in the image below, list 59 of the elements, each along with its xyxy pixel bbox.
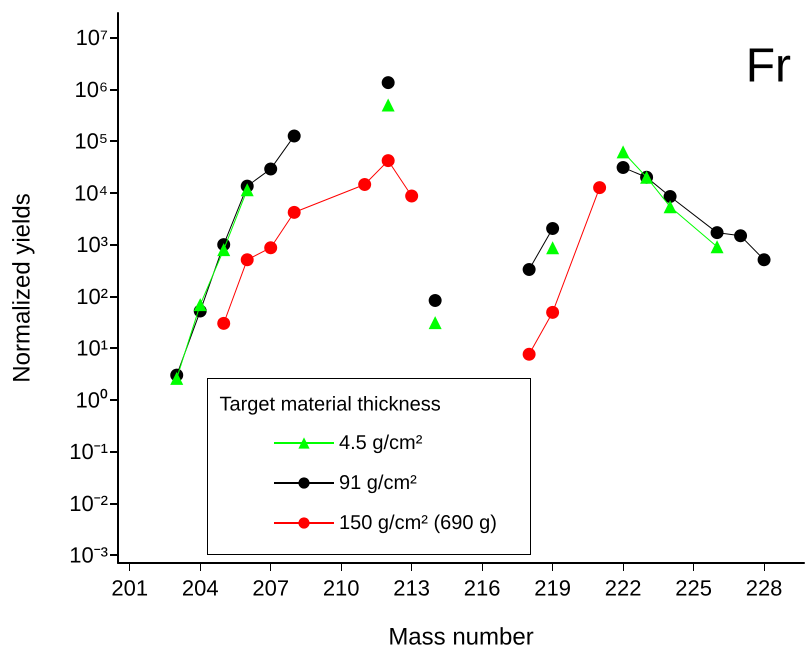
point	[217, 243, 230, 256]
point	[170, 372, 184, 385]
y-tick-label: 10⁵	[74, 128, 108, 154]
legend-label: 150 g/cm² (690 g)	[339, 512, 497, 534]
y-tick-label: 10⁶	[74, 76, 108, 102]
y-tick-label: 10³	[76, 232, 108, 258]
point	[428, 316, 442, 330]
x-tick-label: 228	[746, 576, 782, 600]
point	[710, 240, 724, 254]
x-tick-label: 207	[252, 576, 290, 600]
y-tick-label: 10⁻²	[69, 490, 108, 516]
point	[616, 145, 630, 158]
point	[194, 298, 207, 312]
point	[382, 76, 395, 90]
point	[758, 253, 771, 266]
legend-label: 4.5 g/cm²	[339, 432, 423, 454]
legend-label: 91 g/cm²	[339, 472, 418, 494]
y-tick-label: 10⁷	[76, 25, 108, 50]
y-tick-label: 10⁻¹	[69, 439, 108, 464]
point	[522, 263, 536, 276]
point	[664, 200, 677, 214]
point	[240, 253, 254, 266]
x-tick-label: 216	[464, 576, 501, 600]
point	[405, 190, 418, 202]
y-tick-label: 10²	[76, 284, 108, 309]
point	[664, 190, 677, 204]
point	[288, 206, 301, 219]
y-tick-label: 10⁻³	[69, 542, 108, 568]
x-tick-label: 210	[322, 576, 360, 600]
x-tick-label: 213	[393, 576, 430, 600]
point	[382, 98, 395, 112]
annotation: Fr	[746, 40, 792, 92]
point	[522, 348, 536, 361]
legend-title: Target material thickness	[220, 394, 441, 416]
x-axis-title: Mass number	[388, 624, 534, 650]
y-tick-label: 10⁰	[76, 387, 108, 412]
point	[710, 226, 724, 240]
x-tick-label: 222	[604, 576, 642, 600]
point	[428, 294, 442, 308]
x-tick-label: 204	[182, 576, 219, 600]
y-tick-label: 10⁴	[74, 180, 108, 206]
point	[734, 229, 748, 242]
x-tick-label: 225	[675, 576, 712, 600]
point	[288, 129, 301, 142]
point	[217, 316, 230, 330]
point	[240, 183, 254, 196]
x-tick-label: 219	[534, 576, 571, 600]
point	[546, 222, 560, 235]
x-tick-label: 201	[111, 576, 148, 600]
y-axis-title: Normalized yields	[8, 193, 36, 383]
point	[358, 178, 372, 192]
point	[546, 241, 560, 254]
point	[264, 162, 278, 176]
point	[593, 181, 606, 194]
y-tick-label: 10¹	[76, 336, 108, 361]
point	[264, 241, 278, 254]
point	[616, 160, 630, 174]
point	[382, 154, 395, 168]
point	[546, 306, 560, 319]
